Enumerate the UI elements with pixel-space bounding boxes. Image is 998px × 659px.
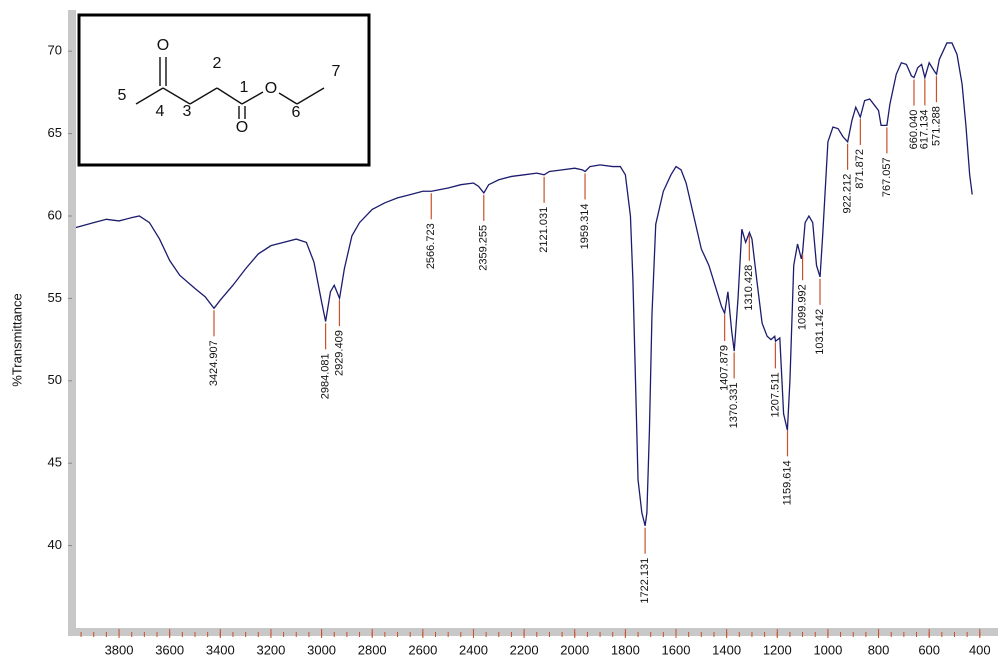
atom-label: O — [236, 119, 248, 136]
peak-label: 922.212 — [842, 174, 854, 214]
x-tick-label: 800 — [868, 642, 890, 657]
bonds — [135, 57, 325, 119]
y-tick-label: 45 — [48, 455, 62, 470]
x-tick-label: 3600 — [155, 642, 184, 657]
peak-label: 1722.131 — [639, 558, 651, 604]
y-tick-label: 65 — [48, 125, 62, 140]
spectrum-line — [75, 42, 973, 526]
peak-label: 1159.614 — [781, 460, 793, 505]
peak-label: 2566.723 — [425, 223, 437, 269]
x-tick-label: 2800 — [358, 642, 387, 657]
peak-label: 767.057 — [881, 157, 893, 197]
peak-label: 2929.409 — [333, 330, 345, 376]
peak-label: 1310.428 — [743, 265, 755, 311]
x-tick-label: 3800 — [105, 642, 134, 657]
peak-label: 571.288 — [930, 106, 942, 146]
x-tick-label: 400 — [969, 642, 991, 657]
x-tick-label: 1200 — [763, 642, 792, 657]
structure: O O O 1 2 3 4 5 6 7 — [77, 13, 371, 167]
x-tick-label: 3200 — [256, 642, 285, 657]
peak-label: 2359.255 — [478, 225, 490, 271]
peak-label: 617.134 — [919, 109, 931, 149]
peak-label: 660.040 — [908, 110, 920, 150]
atom-number: 6 — [292, 104, 301, 121]
atom-number: 3 — [183, 103, 192, 120]
peak-label: 1099.992 — [797, 284, 809, 330]
x-tick-label: 3000 — [307, 642, 336, 657]
y-axis-title: %Transmittance — [9, 293, 24, 386]
y-tick-label: 50 — [48, 372, 62, 387]
x-tick-label: 2000 — [560, 642, 589, 657]
x-tick-label: 2400 — [459, 642, 488, 657]
peak-label: 1407.879 — [719, 345, 731, 391]
atom-number: 7 — [332, 63, 341, 80]
x-tick-label: 1400 — [712, 642, 741, 657]
peak-label: 1959.314 — [579, 203, 591, 249]
x-tick-label: 600 — [918, 642, 940, 657]
atom-number: 2 — [213, 55, 222, 72]
y-tick-label: 70 — [48, 43, 62, 58]
peak-label: 1370.331 — [728, 382, 740, 428]
x-axis-bar — [68, 628, 998, 636]
y-tick-label: 55 — [48, 290, 62, 305]
x-tick-label: 2600 — [408, 642, 437, 657]
atom-number: 1 — [240, 79, 249, 96]
atom-number: 5 — [118, 87, 127, 104]
peak-label: 1031.142 — [814, 309, 826, 355]
x-tick-label: 1600 — [662, 642, 691, 657]
x-tick-label: 1800 — [611, 642, 640, 657]
peak-label: 3424.907 — [208, 340, 220, 386]
peak-label: 1207.511 — [769, 372, 781, 417]
atom-label: O — [157, 37, 169, 54]
atom-label: O — [265, 80, 277, 97]
y-axis-bar — [68, 10, 76, 636]
atom-number: 4 — [156, 103, 165, 120]
peak-label: 2121.031 — [538, 207, 550, 253]
y-tick-label: 60 — [48, 207, 62, 222]
x-tick-label: 3400 — [206, 642, 235, 657]
x-tick-label: 1000 — [813, 642, 842, 657]
x-tick-label: 2200 — [510, 642, 539, 657]
structure-box — [77, 13, 371, 167]
peak-label: 2984.081 — [320, 353, 332, 399]
y-tick-label: 40 — [48, 537, 62, 552]
peak-label: 871.872 — [854, 149, 866, 189]
